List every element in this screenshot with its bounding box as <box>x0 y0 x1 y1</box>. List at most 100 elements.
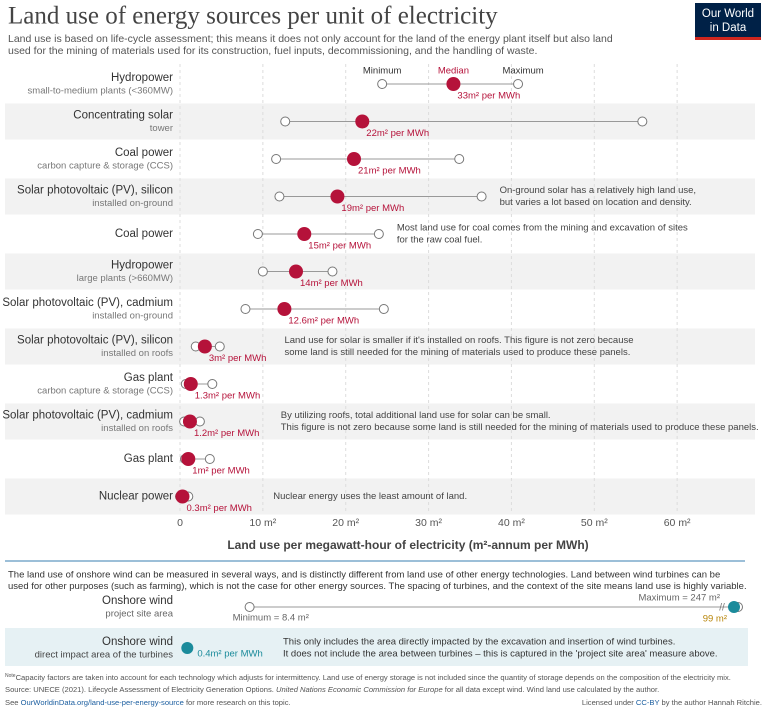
x-axis-title: Land use per megawatt-hour of electricit… <box>227 538 588 552</box>
row-sublabel: small-to-medium plants (<360MW) <box>28 86 173 97</box>
row-label: Coal power <box>115 228 173 240</box>
median-label: 0.3m² per MWh <box>186 503 251 514</box>
legend-label: Maximum <box>502 66 543 77</box>
min-dot <box>257 266 268 277</box>
median-label: 1m² per MWh <box>192 466 250 477</box>
min-dot <box>252 229 263 239</box>
median-dot <box>175 489 190 504</box>
footer-license: Licensed under CC-BY by the author Hanna… <box>582 698 762 707</box>
median-label: 21m² per MWh <box>358 166 421 177</box>
max-dot <box>637 116 648 127</box>
row-sublabel: carbon capture & storage (CCS) <box>37 386 173 397</box>
median-dot <box>197 339 212 354</box>
median-label: 33m² per MWh <box>457 91 520 102</box>
min-dot <box>377 79 388 89</box>
row-label: Hydropower <box>111 72 173 84</box>
annotation: This figure is not zero because some lan… <box>281 422 759 433</box>
row-label: Solar photovoltaic (PV), cadmium <box>2 410 173 422</box>
median-label: 1.3m² per MWh <box>195 391 260 402</box>
x-tick-label: 20 m² <box>332 517 359 529</box>
median-dot <box>347 152 361 166</box>
x-tick-label: 40 m² <box>498 517 525 529</box>
row-sublabel: direct impact area of the turbines <box>35 650 174 661</box>
x-tick-label: 60 m² <box>664 517 691 529</box>
annotation: some land is still needed for the mining… <box>284 347 630 358</box>
note-prefix: Note <box>5 673 16 679</box>
row-label: Solar photovoltaic (PV), cadmium <box>2 297 173 309</box>
license-part: by the author Hannah Ritchie. <box>659 698 762 707</box>
annotation: Land use for solar is smaller if it's in… <box>284 335 633 346</box>
see-part: for more research on this topic. <box>184 698 291 707</box>
median-dot <box>183 377 198 391</box>
median-label: 12.6m² per MWh <box>288 316 359 327</box>
median-dot <box>355 114 370 129</box>
source-part: United Nations Economic Commission for E… <box>276 685 443 694</box>
wind-description: used for other purposes (such as farming… <box>8 581 747 592</box>
median-dot <box>182 414 197 429</box>
row-sublabel: installed on-ground <box>92 198 173 209</box>
row-sublabel: installed on roofs <box>101 423 173 434</box>
row-label: Onshore wind <box>102 636 173 648</box>
row-label: Nuclear power <box>99 491 173 503</box>
annotation: By utilizing roofs, total additional lan… <box>281 410 551 421</box>
wind-description: The land use of onshore wind can be meas… <box>8 570 720 581</box>
annotation: It does not include the area between tur… <box>283 649 718 660</box>
min-dot <box>280 116 291 127</box>
annotation: for the raw coal fuel. <box>397 235 483 246</box>
link[interactable]: CC-BY <box>636 698 660 707</box>
max-dot <box>214 341 225 352</box>
footer-note: NoteCapacity factors are taken into acco… <box>5 673 731 682</box>
subtitle: Land use is based on life-cycle assessme… <box>8 33 613 45</box>
x-tick-label: 50 m² <box>581 517 608 529</box>
logo-text: in Data <box>710 22 747 34</box>
max-label: Maximum = 247 m² <box>638 593 720 604</box>
median-dot <box>289 264 303 279</box>
license-part: Licensed under <box>582 698 636 707</box>
row-sublabel: tower <box>150 123 173 134</box>
row-label: Coal power <box>115 147 173 159</box>
subtitle: used for the mining of materials used fo… <box>8 45 537 57</box>
median-dot <box>297 227 312 241</box>
row-sublabel: installed on-ground <box>92 311 173 322</box>
footer-source: Source: UNECE (2021). Lifecycle Assessme… <box>5 685 659 694</box>
median-dot <box>330 189 345 204</box>
max-dot <box>513 79 524 89</box>
max-dot <box>454 154 465 164</box>
annotation: This only includes the area directly imp… <box>283 637 675 648</box>
median-label: 0.4m² per MWh <box>197 649 262 660</box>
annotation: Most land use for coal comes from the mi… <box>397 223 688 234</box>
x-tick-label: 30 m² <box>415 517 442 529</box>
x-tick-label: 10 m² <box>249 517 276 529</box>
median-label: 22m² per MWh <box>366 128 429 139</box>
row-band <box>5 253 755 290</box>
link[interactable]: OurWorldinData.org/land-use-per-energy-s… <box>21 698 184 707</box>
max-dot <box>327 266 338 277</box>
median-label: 99 m² <box>703 614 727 625</box>
legend-label: Median <box>438 66 469 77</box>
legend-label: Minimum <box>363 66 402 77</box>
median-label: 19m² per MWh <box>341 203 404 214</box>
median-dot <box>728 601 740 613</box>
row-band <box>5 403 755 440</box>
median-dot <box>446 77 461 91</box>
source-part: for all data except wind. Wind land use … <box>443 685 660 694</box>
median-dot <box>181 642 194 654</box>
median-label: 3m² per MWh <box>209 353 267 364</box>
annotation: Nuclear energy uses the least amount of … <box>273 491 467 502</box>
median-dot <box>181 452 196 466</box>
source-part: Source: UNECE (2021). Lifecycle Assessme… <box>5 685 276 694</box>
median-label: 15m² per MWh <box>308 241 371 252</box>
max-dot <box>204 454 215 464</box>
max-dot <box>207 379 218 389</box>
min-dot <box>240 304 251 314</box>
min-dot <box>271 154 282 164</box>
chart-title: Land use of energy sources per unit of e… <box>8 3 498 30</box>
row-sublabel: large plants (>660MW) <box>77 273 173 284</box>
logo[interactable] <box>695 3 761 40</box>
x-tick-label: 0 <box>177 517 183 529</box>
footer-see: See OurWorldinData.org/land-use-per-ener… <box>5 698 291 707</box>
row-label: Gas plant <box>124 372 174 384</box>
row-sublabel: project site area <box>105 609 173 620</box>
max-dot <box>378 304 389 314</box>
